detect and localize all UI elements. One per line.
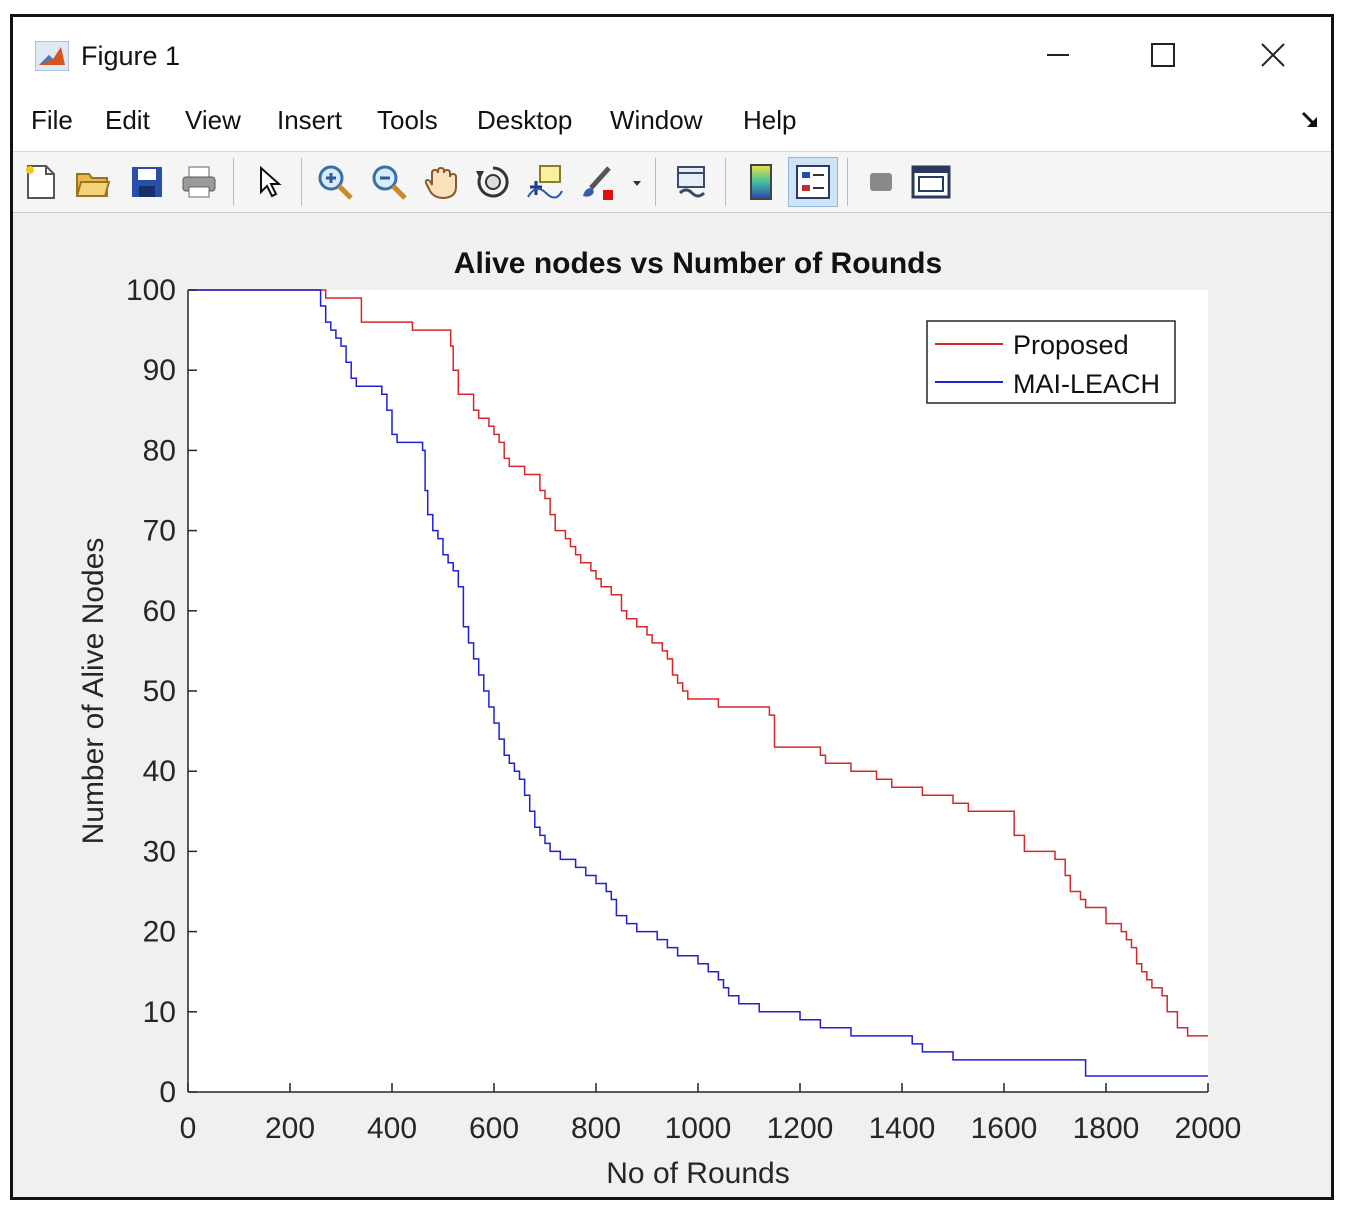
x-tick-label: 2000 [1175, 1112, 1242, 1145]
series-line-proposed[interactable] [188, 289, 1208, 1037]
title-bar: Figure 1 [13, 17, 1331, 93]
line-chart[interactable]: Alive nodes vs Number of Rounds 0 200 400 6… [13, 213, 1331, 1197]
series-line-mai-leach[interactable] [188, 289, 1208, 1077]
y-tick-label: 10 [143, 996, 176, 1029]
toolbar-separator [847, 158, 848, 206]
x-tick-label: 1800 [1073, 1112, 1140, 1145]
print-icon[interactable] [177, 160, 221, 204]
legend[interactable]: Proposed MAI-LEACH [926, 320, 1176, 404]
toolbar-separator [655, 158, 656, 206]
rotate-3d-icon[interactable] [471, 160, 515, 204]
x-axis-label: No of Rounds [606, 1157, 789, 1190]
x-tick-label: 1000 [665, 1112, 732, 1145]
y-tick-label: 90 [143, 354, 176, 387]
menu-insert[interactable]: Insert [277, 105, 343, 135]
menu-edit[interactable]: Edit [105, 105, 150, 135]
menu-window[interactable]: Window [610, 105, 703, 135]
x-tick-label: 600 [469, 1112, 519, 1145]
axes-background [188, 290, 1208, 1092]
y-tick-label: 0 [159, 1076, 176, 1109]
colorbar-icon[interactable] [739, 160, 783, 204]
menu-view[interactable]: View [185, 105, 241, 135]
data-cursor-icon[interactable] [523, 160, 567, 204]
menu-bar: File Edit View Insert Tools Desktop Wind… [13, 93, 1331, 152]
legend-box [926, 320, 1176, 404]
menu-tools[interactable]: Tools [377, 105, 438, 135]
y-tick-label: 100 [126, 274, 176, 307]
figure-toolbar [13, 152, 1331, 213]
link-plot-icon[interactable] [669, 160, 713, 204]
show-plot-tools-icon[interactable] [909, 160, 953, 204]
y-tick-label: 80 [143, 434, 176, 467]
menu-desktop[interactable]: Desktop [477, 105, 573, 135]
x-tick-label: 0 [180, 1112, 197, 1145]
brush-dropdown-icon[interactable] [631, 178, 643, 188]
legend-label-mai-leach: MAI-LEACH [1013, 369, 1160, 399]
close-button[interactable] [1228, 27, 1318, 83]
zoom-in-icon[interactable] [313, 160, 357, 204]
legend-icon[interactable] [788, 157, 838, 207]
minimize-button[interactable] [1013, 27, 1103, 83]
dock-arrow-icon[interactable] [1299, 109, 1321, 131]
x-tick-label: 1400 [869, 1112, 936, 1145]
chart-title: Alive nodes vs Number of Rounds [454, 247, 942, 280]
legend-label-proposed: Proposed [1013, 330, 1129, 360]
y-tick-label: 30 [143, 835, 176, 868]
series-layer [188, 289, 1208, 1077]
y-tick-label: 20 [143, 916, 176, 949]
y-axis-label: Number of Alive Nodes [77, 538, 110, 845]
maximize-button[interactable] [1118, 27, 1208, 83]
toolbar-separator [233, 158, 234, 206]
menu-file[interactable]: File [31, 105, 73, 135]
maximize-icon [1151, 43, 1175, 67]
zoom-out-icon[interactable] [367, 160, 411, 204]
axes-layer: 0 200 400 600 800 1000 1200 1400 1600 1800 2000 0 10… [126, 274, 1241, 1145]
edit-pointer-icon[interactable] [247, 160, 291, 204]
x-tick-label: 400 [367, 1112, 417, 1145]
pan-hand-icon[interactable] [419, 160, 463, 204]
figure-canvas: Alive nodes vs Number of Rounds 0 200 400 6… [13, 213, 1331, 1197]
brush-icon[interactable] [575, 160, 619, 204]
y-tick-label: 60 [143, 595, 176, 628]
x-tick-label: 200 [265, 1112, 315, 1145]
window-title: Figure 1 [81, 41, 181, 71]
save-icon[interactable] [125, 160, 169, 204]
minimize-icon [1047, 54, 1069, 56]
y-tick-label: 70 [143, 515, 176, 548]
y-tick-label: 40 [143, 755, 176, 788]
close-icon [1261, 43, 1285, 67]
y-tick-label: 50 [143, 675, 176, 708]
toolbar-separator [301, 158, 302, 206]
open-file-icon[interactable] [71, 160, 115, 204]
new-figure-icon[interactable] [19, 160, 63, 204]
menu-help[interactable]: Help [743, 105, 797, 135]
matlab-logo-icon [35, 41, 69, 71]
figure-window: Figure 1 File Edit View Insert Tools Des… [10, 14, 1334, 1200]
toolbar-separator [725, 158, 726, 206]
hide-plot-tools-icon[interactable] [859, 160, 903, 204]
x-tick-label: 800 [571, 1112, 621, 1145]
x-tick-label: 1200 [767, 1112, 834, 1145]
x-tick-label: 1600 [971, 1112, 1038, 1145]
